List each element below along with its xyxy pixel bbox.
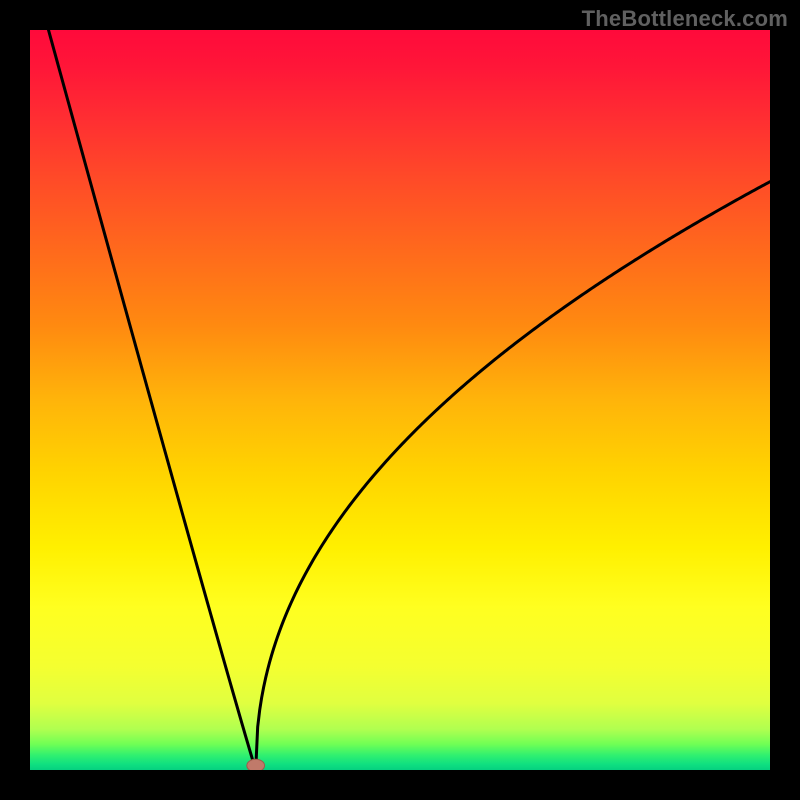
chart-root: TheBottleneck.com bbox=[0, 0, 800, 800]
plot-svg bbox=[30, 30, 770, 770]
plot-area bbox=[30, 30, 770, 770]
bottleneck-marker bbox=[247, 759, 265, 770]
plot-background bbox=[30, 30, 770, 770]
watermark-text: TheBottleneck.com bbox=[582, 6, 788, 32]
